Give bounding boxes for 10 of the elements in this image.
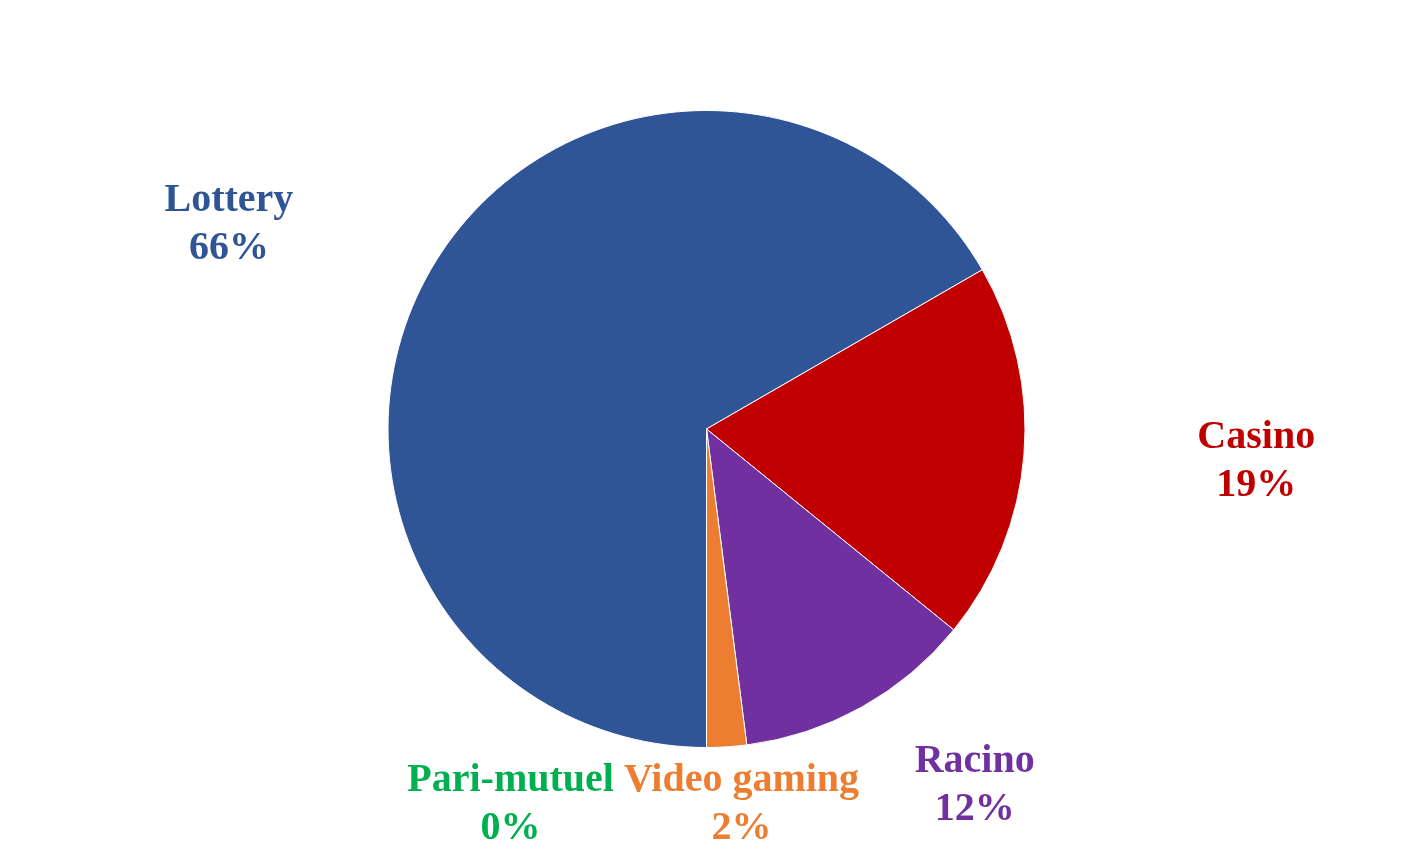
slice-label: Racino: [914, 736, 1035, 782]
data-label: 12%: [934, 784, 1015, 830]
slice-label: Video gaming: [623, 755, 860, 801]
data-label: 2%: [711, 803, 772, 849]
data-label: 19%: [1216, 459, 1297, 505]
slice-label: Lottery: [164, 175, 294, 221]
category-label: Pari-mutuel: [407, 755, 614, 801]
slice-label: Casino: [1197, 411, 1316, 457]
data-label: 66%: [188, 223, 269, 269]
text: 0%: [480, 803, 541, 849]
